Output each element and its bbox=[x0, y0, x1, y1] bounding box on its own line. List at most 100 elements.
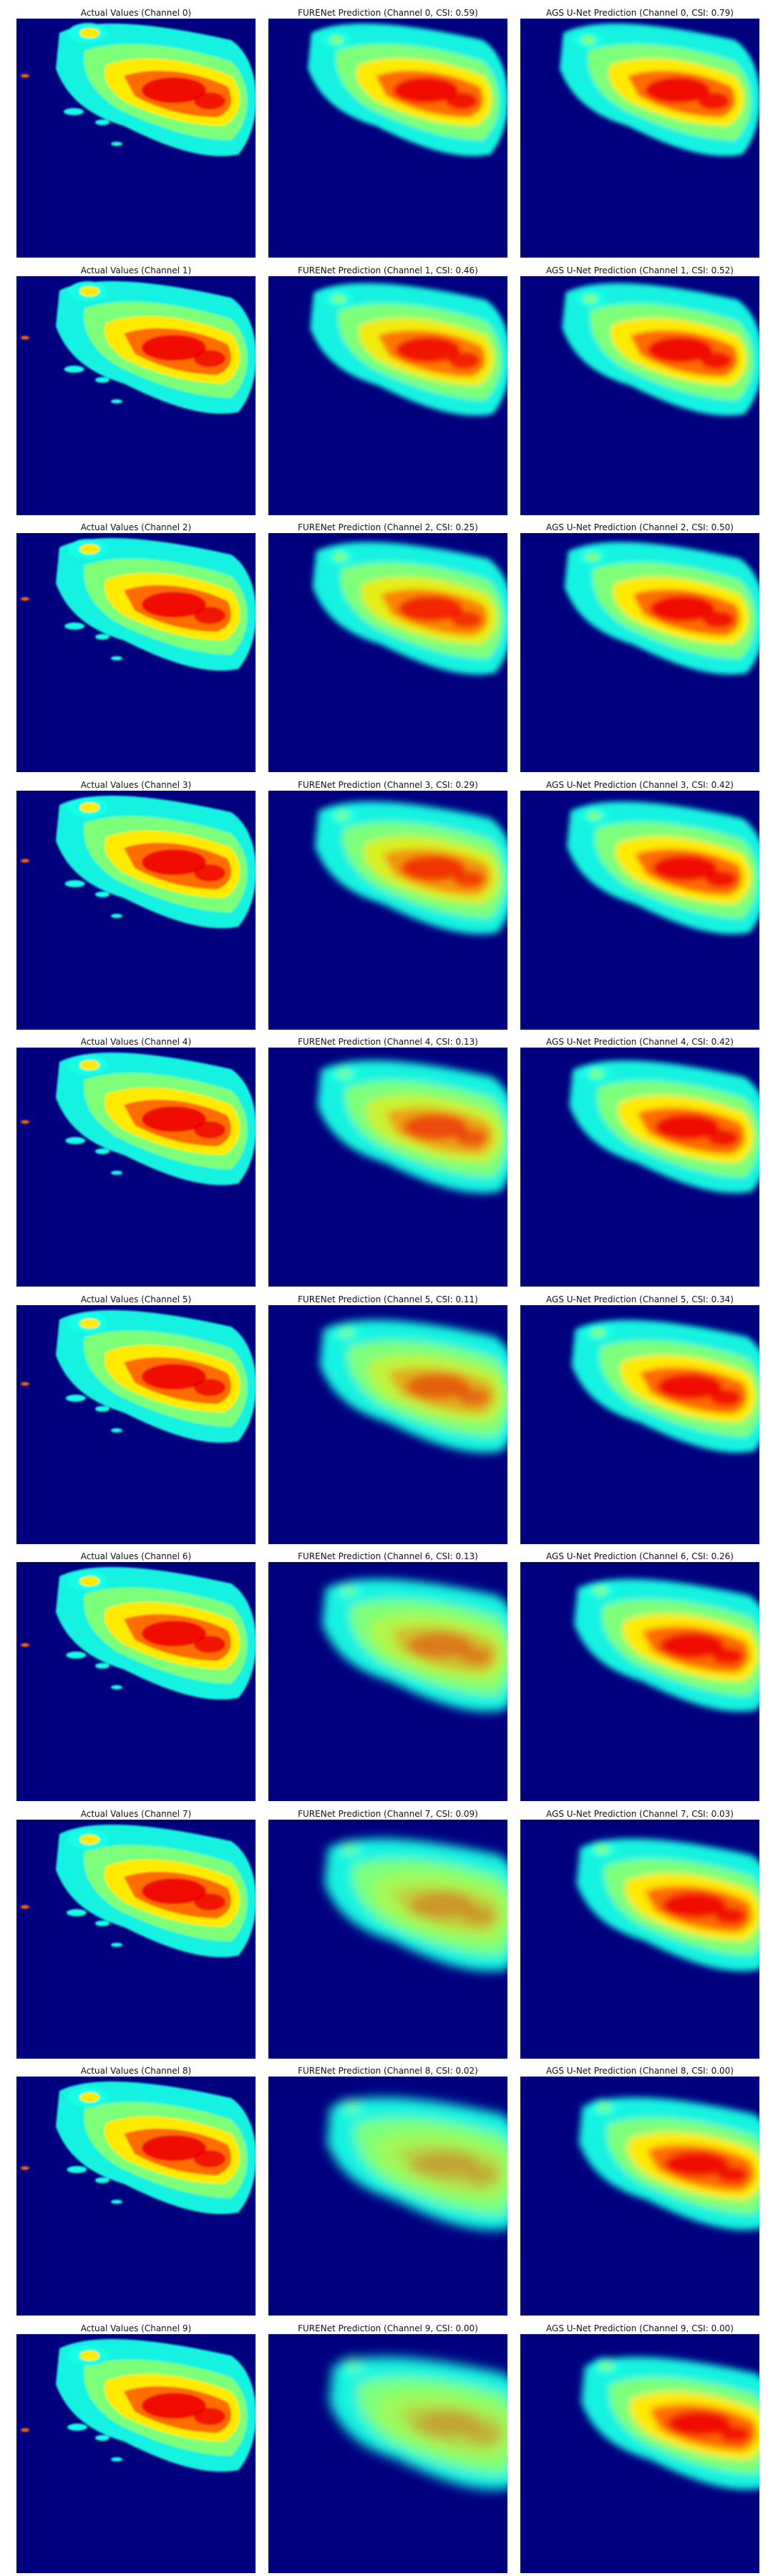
storm-echo bbox=[21, 23, 256, 157]
heatmap-panel-ags-channel-2 bbox=[520, 533, 759, 772]
panel-title-actual-channel-6: Actual Values (Channel 6) bbox=[80, 1551, 192, 1561]
heatmap-panel-actual-channel-9 bbox=[16, 2333, 256, 2573]
heatmap-image bbox=[520, 790, 759, 1030]
panel-title-ags-channel-3: AGS U-Net Prediction (Channel 3, CSI: 0.… bbox=[546, 779, 734, 790]
heatmap-panel-ags-channel-3 bbox=[520, 790, 759, 1030]
heatmap-panel-actual-channel-0 bbox=[16, 19, 256, 258]
storm-echo bbox=[574, 1579, 759, 1712]
storm-echo bbox=[319, 1319, 507, 1453]
heatmap-panel-ags-channel-9 bbox=[520, 2333, 759, 2573]
storm-echo bbox=[21, 2338, 256, 2472]
heatmap-image bbox=[16, 1304, 256, 1544]
heatmap-panel-furenet-channel-9 bbox=[268, 2333, 507, 2573]
heatmap-image bbox=[16, 1819, 256, 2059]
panel-title-furenet-channel-9: FURENet Prediction (Channel 9, CSI: 0.00… bbox=[298, 2323, 478, 2333]
heatmap-panel-ags-channel-0 bbox=[520, 19, 759, 258]
heatmap-image bbox=[520, 1304, 759, 1544]
storm-echo bbox=[571, 1319, 759, 1453]
heatmap-panel-actual-channel-4 bbox=[16, 1048, 256, 1287]
heatmap-panel-furenet-channel-4 bbox=[268, 1048, 507, 1287]
heatmap-image bbox=[520, 533, 759, 772]
panel-title-ags-channel-6: AGS U-Net Prediction (Channel 6, CSI: 0.… bbox=[546, 1551, 734, 1561]
panel-title-actual-channel-9: Actual Values (Channel 9) bbox=[80, 2323, 192, 2333]
panel-title-ags-channel-9: AGS U-Net Prediction (Channel 9, CSI: 0.… bbox=[546, 2323, 734, 2333]
panel-title-furenet-channel-0: FURENet Prediction (Channel 0, CSI: 0.59… bbox=[298, 8, 478, 18]
panel-title-ags-channel-2: AGS U-Net Prediction (Channel 2, CSI: 0.… bbox=[546, 522, 734, 532]
heatmap-image bbox=[16, 1048, 256, 1287]
panel-title-actual-channel-8: Actual Values (Channel 8) bbox=[80, 2066, 192, 2076]
heatmap-image bbox=[16, 1562, 256, 1801]
heatmap-panel-furenet-channel-8 bbox=[268, 2077, 507, 2316]
storm-echo bbox=[310, 283, 507, 416]
heatmap-panel-furenet-channel-7 bbox=[268, 1819, 507, 2059]
heatmap-panel-furenet-channel-1 bbox=[268, 275, 507, 515]
storm-echo bbox=[312, 542, 507, 675]
heatmap-image bbox=[520, 2333, 759, 2573]
heatmap-image bbox=[268, 790, 507, 1030]
heatmap-image bbox=[520, 275, 759, 515]
heatmap-panel-furenet-channel-0 bbox=[268, 19, 507, 258]
heatmap-panel-actual-channel-1 bbox=[16, 275, 256, 515]
heatmap-image bbox=[16, 19, 256, 258]
heatmap-image bbox=[268, 2333, 507, 2573]
storm-echo bbox=[21, 1309, 256, 1443]
heatmap-image bbox=[268, 1562, 507, 1801]
heatmap-image bbox=[268, 1304, 507, 1544]
storm-echo bbox=[308, 23, 507, 157]
storm-echo bbox=[322, 1579, 507, 1712]
panel-title-furenet-channel-3: FURENet Prediction (Channel 3, CSI: 0.29… bbox=[298, 779, 478, 790]
panel-title-furenet-channel-7: FURENet Prediction (Channel 7, CSI: 0.09… bbox=[298, 1808, 478, 1819]
panel-title-actual-channel-2: Actual Values (Channel 2) bbox=[80, 522, 192, 532]
heatmap-panel-ags-channel-7 bbox=[520, 1819, 759, 2059]
panel-title-actual-channel-7: Actual Values (Channel 7) bbox=[80, 1808, 192, 1819]
heatmap-panel-ags-channel-1 bbox=[520, 275, 759, 515]
heatmap-panel-actual-channel-2 bbox=[16, 533, 256, 772]
storm-echo bbox=[21, 537, 256, 671]
storm-echo bbox=[21, 1052, 256, 1186]
heatmap-image bbox=[268, 1048, 507, 1287]
panel-title-ags-channel-0: AGS U-Net Prediction (Channel 0, CSI: 0.… bbox=[546, 8, 734, 18]
heatmap-panel-actual-channel-8 bbox=[16, 2077, 256, 2316]
panel-title-furenet-channel-8: FURENet Prediction (Channel 8, CSI: 0.02… bbox=[298, 2066, 478, 2076]
panel-title-ags-channel-8: AGS U-Net Prediction (Channel 8, CSI: 0.… bbox=[546, 2066, 734, 2076]
heatmap-image bbox=[520, 1819, 759, 2059]
storm-echo bbox=[560, 23, 759, 157]
panel-title-furenet-channel-6: FURENet Prediction (Channel 6, CSI: 0.13… bbox=[298, 1551, 478, 1561]
heatmap-image bbox=[268, 1819, 507, 2059]
storm-echo bbox=[326, 2097, 507, 2230]
heatmap-panel-actual-channel-6 bbox=[16, 1562, 256, 1801]
storm-echo bbox=[567, 801, 759, 935]
storm-echo bbox=[581, 2356, 759, 2489]
storm-echo bbox=[564, 542, 759, 675]
panel-title-actual-channel-0: Actual Values (Channel 0) bbox=[80, 8, 192, 18]
panel-title-furenet-channel-1: FURENet Prediction (Channel 1, CSI: 0.46… bbox=[298, 265, 478, 275]
heatmap-panel-actual-channel-3 bbox=[16, 790, 256, 1030]
heatmap-panel-furenet-channel-5 bbox=[268, 1304, 507, 1544]
panel-title-ags-channel-4: AGS U-Net Prediction (Channel 4, CSI: 0.… bbox=[546, 1037, 734, 1047]
heatmap-image bbox=[16, 2077, 256, 2316]
heatmap-image bbox=[268, 2077, 507, 2316]
storm-echo bbox=[324, 1838, 507, 1971]
heatmap-panel-furenet-channel-6 bbox=[268, 1562, 507, 1801]
heatmap-image bbox=[16, 790, 256, 1030]
heatmap-image bbox=[16, 533, 256, 772]
panel-title-actual-channel-4: Actual Values (Channel 4) bbox=[80, 1037, 192, 1047]
heatmap-panel-ags-channel-4 bbox=[520, 1048, 759, 1287]
storm-echo bbox=[576, 1838, 759, 1971]
storm-echo bbox=[562, 283, 759, 416]
panel-title-furenet-channel-2: FURENet Prediction (Channel 2, CSI: 0.25… bbox=[298, 522, 478, 532]
heatmap-image bbox=[520, 2077, 759, 2316]
panel-title-actual-channel-3: Actual Values (Channel 3) bbox=[80, 779, 192, 790]
panel-title-ags-channel-1: AGS U-Net Prediction (Channel 1, CSI: 0.… bbox=[546, 265, 734, 275]
panel-title-furenet-channel-4: FURENet Prediction (Channel 4, CSI: 0.13… bbox=[298, 1037, 478, 1047]
storm-echo bbox=[317, 1060, 507, 1194]
storm-echo bbox=[329, 2356, 507, 2489]
storm-echo bbox=[21, 1824, 256, 1957]
heatmap-panel-ags-channel-6 bbox=[520, 1562, 759, 1801]
heatmap-image bbox=[16, 2333, 256, 2573]
heatmap-image bbox=[268, 275, 507, 515]
heatmap-image bbox=[16, 275, 256, 515]
storm-echo bbox=[21, 1566, 256, 1700]
panel-title-furenet-channel-5: FURENet Prediction (Channel 5, CSI: 0.11… bbox=[298, 1294, 478, 1304]
